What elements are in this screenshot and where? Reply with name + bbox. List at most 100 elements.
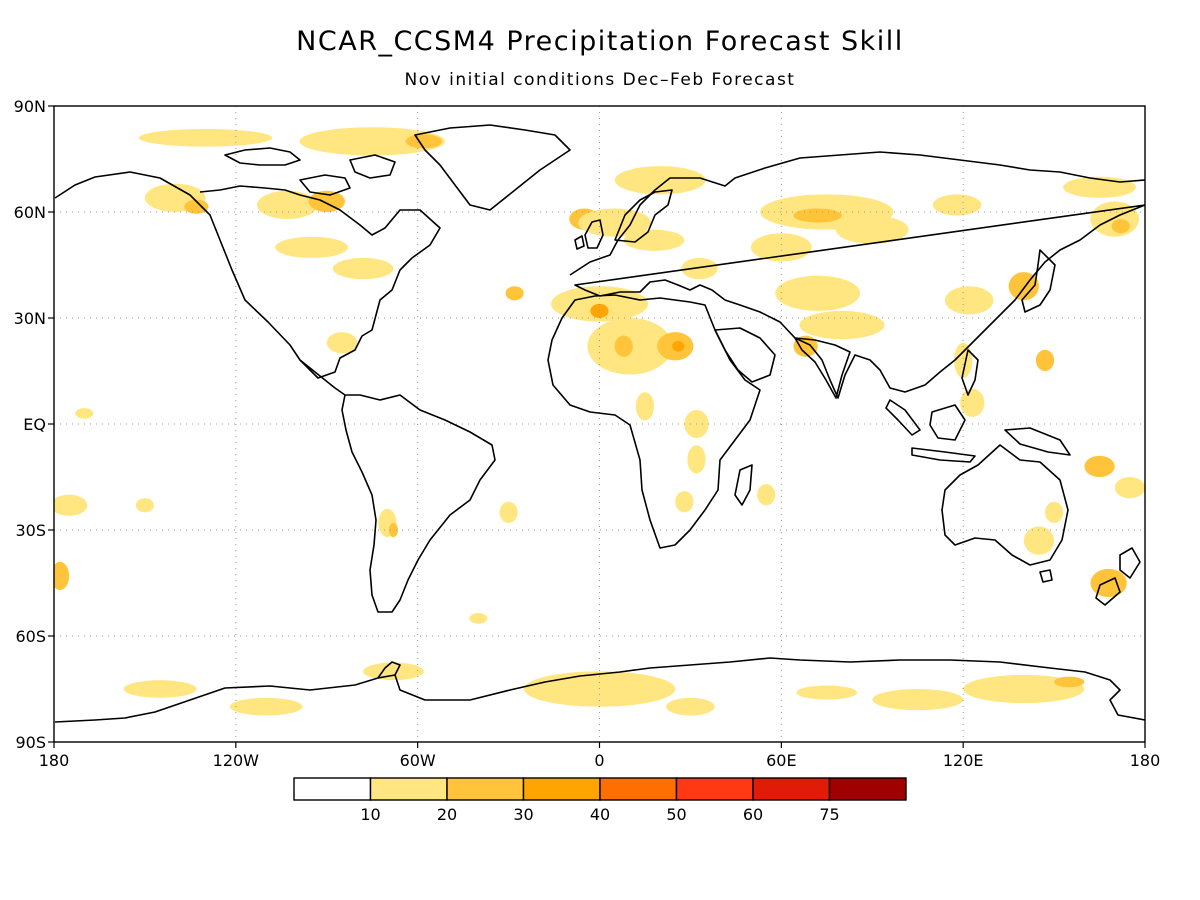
lon-label: 60W	[400, 751, 436, 770]
coast-tasmania	[1039, 569, 1053, 583]
skill-patch-52	[1114, 477, 1145, 499]
coast-india	[794, 337, 851, 399]
coast-australia	[941, 444, 1069, 566]
skill-patch-28	[505, 286, 524, 301]
skill-patch-39	[775, 275, 861, 311]
skill-patch-34	[757, 484, 776, 506]
coast-philippines	[961, 349, 979, 396]
coast-borneo	[929, 404, 966, 441]
lon-label: 0	[594, 751, 604, 770]
colorbar-swatch-2	[446, 777, 525, 801]
lon-label: 120E	[943, 751, 984, 770]
skill-patch-53	[1090, 568, 1127, 598]
skill-patch-36	[793, 208, 842, 223]
colorbar: 10 20 30 40 50 60 75	[293, 777, 907, 824]
colorbar-label: 10	[360, 805, 380, 824]
graticule	[54, 106, 1145, 742]
skill-patch-51	[1084, 455, 1115, 477]
coast-antarctica	[54, 657, 1145, 723]
skill-patch-19	[578, 208, 652, 237]
coast-eurasia	[569, 151, 1145, 399]
skill-patch-25	[614, 335, 633, 357]
lat-label: 30N	[14, 309, 46, 328]
skill-patch-50	[960, 388, 985, 417]
skill-patch-9	[326, 332, 358, 354]
skill-patch-12	[54, 561, 70, 591]
skill-patch-20	[623, 229, 685, 251]
colorbar-swatch-3	[522, 777, 601, 801]
skill-patch-33	[675, 491, 694, 513]
coast-java	[911, 447, 976, 463]
colorbar-label: 20	[437, 805, 457, 824]
skill-patch-16	[499, 501, 518, 523]
skill-patch-0	[138, 128, 273, 147]
lon-label: 120W	[213, 751, 260, 770]
skill-patch-55	[1044, 501, 1064, 523]
skill-patch-60	[796, 685, 858, 700]
coast-greenland	[414, 124, 571, 211]
skill-patch-21	[614, 166, 706, 195]
coast-new-guinea	[1004, 427, 1071, 456]
colorbar-swatch-0	[293, 777, 372, 801]
coast-arabia	[714, 327, 776, 383]
colorbar-label: 30	[513, 805, 533, 824]
skill-patch-11	[54, 494, 88, 516]
skill-patch-63	[1054, 676, 1085, 688]
skill-patch-6	[308, 190, 345, 212]
coast-central-america	[299, 359, 346, 396]
coast-arctic-islands-1	[224, 147, 301, 166]
lat-label: 90N	[14, 97, 46, 116]
coast-ireland	[574, 235, 585, 250]
skill-patch-29	[681, 257, 718, 280]
colorbar-label: 40	[590, 805, 610, 824]
skill-patch-15	[388, 522, 398, 538]
coast-scandinavia	[614, 189, 673, 243]
skill-patch-13	[135, 498, 155, 513]
coast-british-isles	[584, 219, 604, 249]
coast-north-america	[54, 171, 441, 379]
skill-patch-8	[332, 257, 394, 280]
coast-new-zealand-s	[1095, 577, 1121, 606]
skill-patch-56	[123, 680, 197, 698]
colorbar-label: 60	[743, 805, 763, 824]
skill-patch-32	[687, 445, 706, 474]
map-title: NCAR_CCSM4 Precipitation Forecast Skill	[296, 26, 904, 57]
coast-arctic-islands-3	[349, 154, 396, 179]
skill-patches	[54, 127, 1145, 716]
colorbar-label: 50	[666, 805, 686, 824]
lon-label: 180	[39, 751, 70, 770]
skill-patch-64	[363, 662, 424, 681]
colorbar-swatch-5	[675, 777, 754, 801]
skill-patch-54	[1023, 526, 1055, 555]
colorbar-swatch-4	[599, 777, 678, 801]
skill-patch-38	[751, 233, 812, 262]
coast-arctic-islands-2	[299, 174, 351, 196]
lon-label: 60E	[766, 751, 796, 770]
skill-patch-4	[184, 199, 209, 214]
coast-sumatra	[885, 399, 921, 436]
skill-patch-40	[799, 310, 885, 340]
coast-south-america	[341, 394, 496, 613]
lat-label: 60S	[15, 627, 46, 646]
colorbar-swatch-1	[369, 777, 448, 801]
colorbar-label: 75	[819, 805, 839, 824]
colorbar-swatch-6	[752, 777, 831, 801]
coast-antarctic-peninsula	[377, 661, 401, 679]
map-subtitle: Nov initial conditions Dec–Feb Forecast	[404, 70, 796, 90]
skill-patch-2	[405, 134, 442, 149]
lon-label: 180	[1130, 751, 1161, 770]
skill-patch-17	[469, 613, 488, 624]
skill-patch-5	[257, 190, 318, 220]
coast-madagascar	[734, 464, 753, 506]
skill-patch-30	[635, 392, 655, 421]
skill-patch-7	[275, 236, 348, 258]
skill-patch-57	[229, 697, 303, 716]
skill-patch-27	[672, 340, 685, 352]
lat-label: EQ	[23, 415, 46, 434]
skill-patch-10	[75, 408, 94, 419]
colorbar-swatch-7	[828, 777, 907, 801]
skill-patch-58	[523, 671, 676, 707]
skill-patch-59	[666, 697, 715, 716]
coastlines	[54, 124, 1145, 723]
skill-patch-49	[1035, 349, 1055, 371]
